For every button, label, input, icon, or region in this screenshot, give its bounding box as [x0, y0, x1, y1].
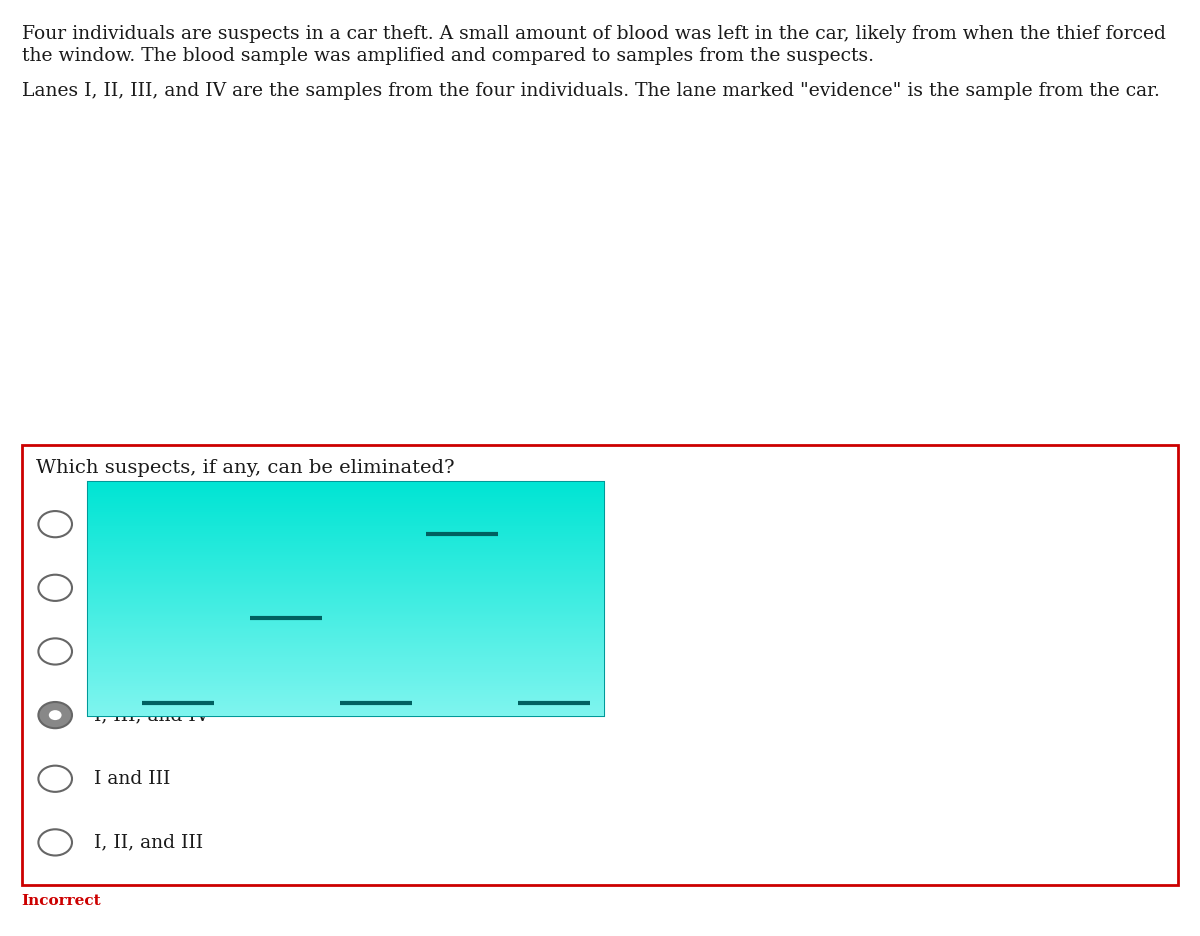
Text: the window. The blood sample was amplified and compared to samples from the susp: the window. The blood sample was amplifi…: [22, 47, 874, 65]
Text: I and III: I and III: [94, 769, 170, 788]
Text: II and III: II and III: [94, 515, 178, 534]
Circle shape: [38, 575, 72, 601]
Text: Evidence: Evidence: [517, 450, 592, 467]
Circle shape: [38, 702, 72, 728]
Text: II: II: [280, 450, 292, 467]
Text: III: III: [366, 450, 385, 467]
Text: I and IV: I and IV: [94, 642, 169, 661]
FancyBboxPatch shape: [22, 445, 1178, 885]
Text: I: I: [174, 450, 181, 467]
Text: IV: IV: [454, 450, 470, 467]
Circle shape: [38, 511, 72, 537]
Text: I, III, and IV: I, III, and IV: [94, 706, 209, 724]
Circle shape: [38, 638, 72, 665]
Text: I, II, and III: I, II, and III: [94, 833, 203, 852]
Circle shape: [49, 710, 61, 720]
Text: Incorrect: Incorrect: [22, 894, 101, 908]
Text: Which suspects, if any, can be eliminated?: Which suspects, if any, can be eliminate…: [36, 459, 455, 476]
Circle shape: [38, 766, 72, 792]
Text: Lanes I, II, III, and IV are the samples from the four individuals. The lane mar: Lanes I, II, III, and IV are the samples…: [22, 82, 1159, 100]
Text: Four individuals are suspects in a car theft. A small amount of blood was left i: Four individuals are suspects in a car t…: [22, 25, 1165, 43]
Circle shape: [38, 829, 72, 856]
Text: II and IV: II and IV: [94, 578, 176, 597]
